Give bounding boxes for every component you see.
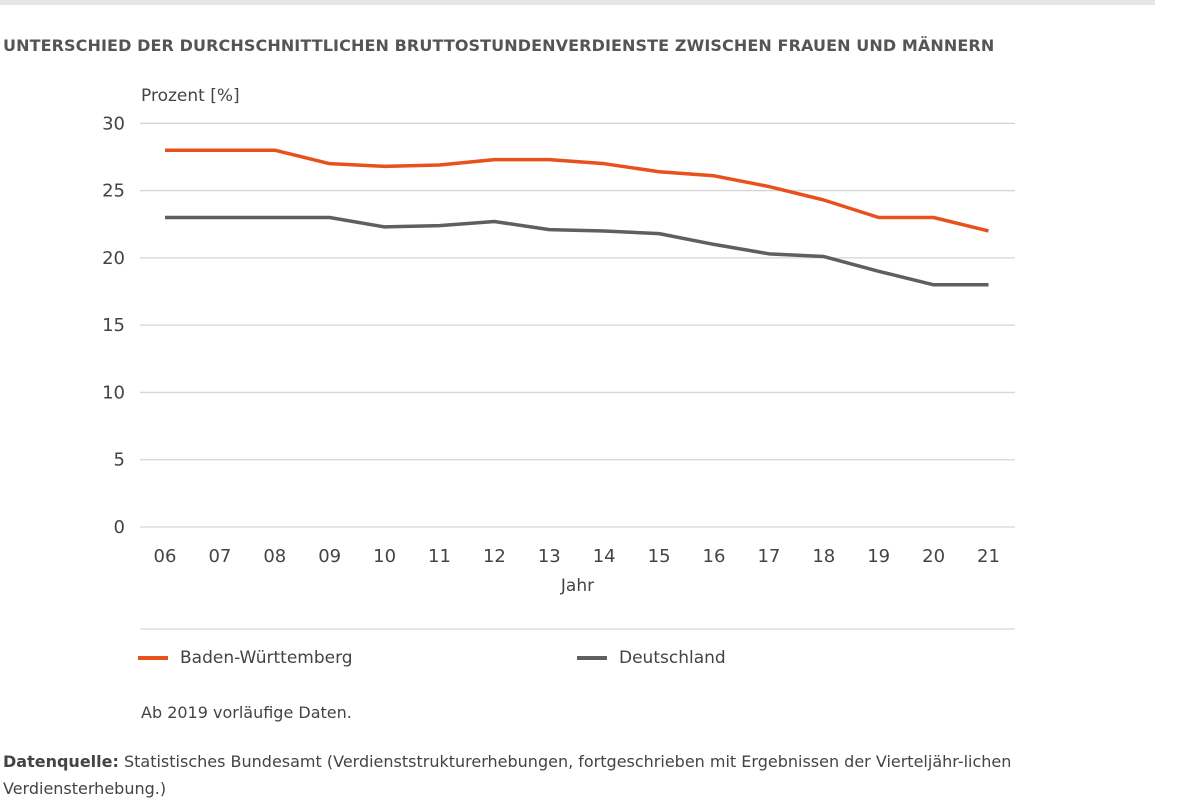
- x-tick-label: 17: [757, 546, 780, 567]
- source-text: Statistisches Bundesamt (Verdienststrukt…: [3, 752, 1012, 798]
- top-divider: [0, 0, 1155, 5]
- x-tick-label: 07: [208, 546, 231, 567]
- legend-item-bw: Baden-Württemberg: [138, 648, 353, 668]
- x-tick-label: 15: [648, 546, 671, 567]
- x-tick-label: 19: [867, 546, 890, 567]
- x-axis-label: Jahr: [560, 576, 595, 596]
- chart-title: UNTERSCHIED DER DURCHSCHNITTLICHEN BRUTT…: [3, 36, 995, 55]
- legend-swatch: [577, 656, 607, 660]
- source-label: Datenquelle:: [3, 752, 119, 771]
- legend-label: Deutschland: [619, 648, 726, 668]
- y-tick-label: 30: [102, 113, 125, 134]
- y-axis-label: Prozent [%]: [141, 86, 240, 106]
- x-tick-label: 09: [318, 546, 341, 567]
- source-note: Datenquelle: Statistisches Bundesamt (Ve…: [3, 748, 1113, 802]
- x-tick-label: 18: [812, 546, 835, 567]
- series-line-deutschland: [165, 215, 989, 287]
- x-tick-label: 16: [703, 546, 726, 567]
- legend-label: Baden-Württemberg: [180, 648, 353, 668]
- x-tick-label: 13: [538, 546, 561, 567]
- chart-note: Ab 2019 vorläufige Daten.: [141, 703, 352, 722]
- y-tick-label: 20: [102, 248, 125, 269]
- series-line-baden-wuerttemberg: [165, 148, 989, 233]
- x-tick-label: 10: [373, 546, 396, 567]
- x-tick-label: 21: [977, 546, 1000, 567]
- x-tick-label: 06: [154, 546, 177, 567]
- x-tick-label: 14: [593, 546, 616, 567]
- x-tick-label: 08: [263, 546, 286, 567]
- y-tick-label: 0: [114, 517, 125, 538]
- legend-swatch: [138, 656, 168, 660]
- x-tick-label: 12: [483, 546, 506, 567]
- y-tick-label: 15: [102, 315, 125, 336]
- y-tick-label: 25: [102, 181, 125, 202]
- x-tick-label: 11: [428, 546, 451, 567]
- x-tick-label: 20: [922, 546, 945, 567]
- legend-item-de: Deutschland: [577, 648, 726, 668]
- y-tick-label: 5: [114, 450, 125, 471]
- y-tick-label: 10: [102, 382, 125, 403]
